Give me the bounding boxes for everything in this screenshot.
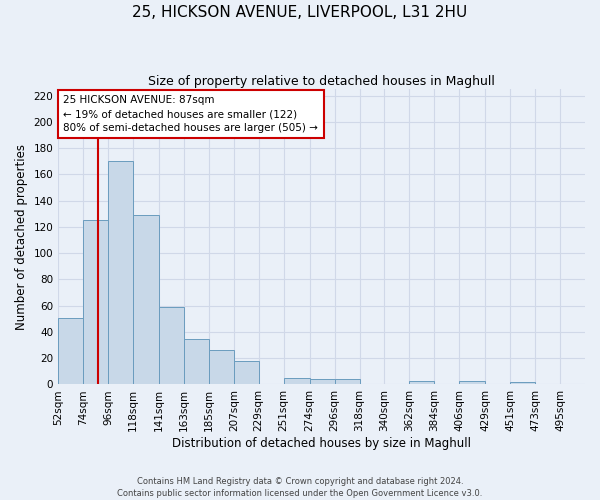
- Bar: [234, 361, 259, 384]
- Bar: [409, 380, 434, 384]
- X-axis label: Distribution of detached houses by size in Maghull: Distribution of detached houses by size …: [172, 437, 471, 450]
- Bar: [284, 378, 310, 384]
- Bar: [510, 382, 535, 384]
- Bar: [209, 350, 234, 384]
- Text: 25 HICKSON AVENUE: 87sqm
← 19% of detached houses are smaller (122)
80% of semi-: 25 HICKSON AVENUE: 87sqm ← 19% of detach…: [64, 95, 319, 133]
- Bar: [133, 215, 159, 384]
- Bar: [58, 318, 83, 384]
- Bar: [310, 379, 335, 384]
- Y-axis label: Number of detached properties: Number of detached properties: [15, 144, 28, 330]
- Text: 25, HICKSON AVENUE, LIVERPOOL, L31 2HU: 25, HICKSON AVENUE, LIVERPOOL, L31 2HU: [133, 5, 467, 20]
- Title: Size of property relative to detached houses in Maghull: Size of property relative to detached ho…: [148, 75, 495, 88]
- Bar: [184, 338, 209, 384]
- Bar: [459, 380, 485, 384]
- Bar: [83, 220, 108, 384]
- Text: Contains HM Land Registry data © Crown copyright and database right 2024.
Contai: Contains HM Land Registry data © Crown c…: [118, 476, 482, 498]
- Bar: [159, 307, 184, 384]
- Bar: [335, 379, 359, 384]
- Bar: [108, 162, 133, 384]
